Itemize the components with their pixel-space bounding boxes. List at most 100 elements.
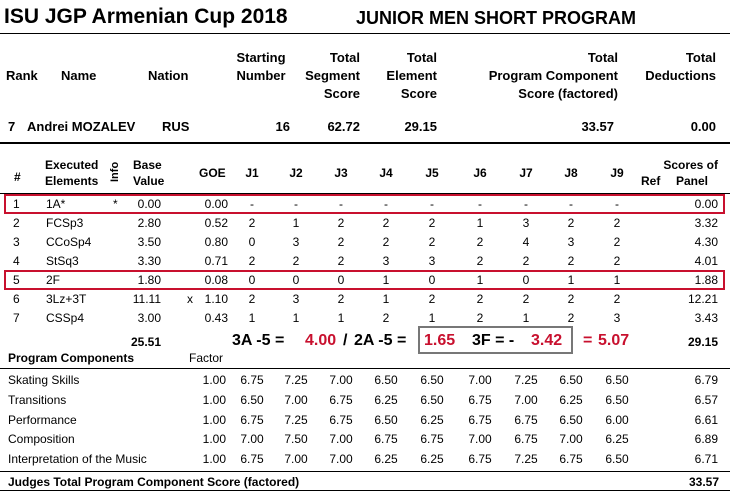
skater-name: Andrei MOZALEV: [27, 119, 136, 134]
component-factor: 1.00: [202, 412, 226, 427]
element-judge-9: -: [615, 197, 619, 211]
component-judge-9: 6.25: [605, 432, 629, 447]
header-pcs-1: Total: [587, 50, 618, 65]
component-judge-1: 7.00: [240, 432, 264, 447]
component-name: Skating Skills: [8, 373, 80, 387]
element-base-value: 3.30: [137, 254, 161, 268]
component-judge-2: 7.00: [284, 452, 308, 467]
header-num: #: [14, 170, 21, 184]
element-judge-9: 3: [613, 311, 621, 325]
element-goe: 0.00: [204, 197, 228, 211]
annotation-part1: 3A -5 =: [232, 332, 285, 349]
element-judge-7: 3: [522, 216, 530, 230]
component-name: Composition: [8, 432, 75, 447]
component-factor: 1.00: [202, 432, 226, 447]
component-panel-score: 6.61: [694, 412, 718, 427]
component-panel-score: 6.89: [694, 432, 718, 447]
element-judge-1: 2: [248, 254, 256, 268]
element-base-value: 11.11: [132, 292, 161, 306]
element-judge-9: 2: [613, 292, 621, 306]
header-judge-6: J6: [473, 166, 487, 180]
header-base-1: Base: [133, 158, 162, 172]
element-judge-3: 0: [337, 273, 345, 287]
annotation-box: [418, 326, 573, 354]
component-factor: 1.00: [202, 373, 226, 387]
component-judge-4: 6.25: [374, 452, 398, 467]
element-base-value: 3.00: [137, 311, 161, 325]
header-goe: GOE: [199, 166, 226, 180]
component-name: Transitions: [8, 392, 67, 407]
skater-tss: 62.72: [327, 119, 360, 134]
component-judge-8: 7.00: [559, 432, 583, 447]
element-judge-1: 0: [248, 273, 256, 287]
component-judge-5: 6.75: [420, 432, 444, 447]
element-judge-2: 1: [292, 311, 300, 325]
element-judge-4: 3: [382, 254, 390, 268]
component-judge-8: 6.75: [559, 452, 583, 467]
component-judge-9: 6.00: [605, 412, 629, 427]
element-judge-6: 1: [476, 273, 484, 287]
header-judge-7: J7: [519, 166, 533, 180]
element-panel-score: 3.43: [694, 311, 718, 325]
element-judge-2: 3: [292, 235, 300, 249]
header-executed-2: Elements: [45, 174, 99, 188]
component-judge-4: 6.75: [374, 432, 398, 447]
element-goe: 0.52: [204, 216, 228, 230]
element-judge-6: 1: [476, 216, 484, 230]
element-judge-5: 2: [428, 292, 436, 306]
component-judge-1: 6.75: [240, 373, 264, 387]
skater-starting-number: 16: [275, 119, 290, 134]
element-panel-score: 1.88: [694, 273, 718, 287]
element-number: 5: [13, 273, 20, 287]
element-judge-5: -: [430, 197, 434, 211]
element-bonus-mark: x: [187, 292, 193, 306]
element-judge-9: 2: [613, 216, 621, 230]
component-judge-3: 6.75: [329, 412, 353, 427]
element-judge-1: 2: [248, 292, 256, 306]
header-pcs-2: Program Component: [488, 68, 618, 83]
component-name: Interpretation of the Music: [8, 452, 147, 467]
annotation-value-3f: 3.42: [531, 332, 563, 349]
header-ded-1: Total: [685, 50, 716, 65]
element-judge-8: 3: [567, 235, 575, 249]
component-judge-8: 6.50: [559, 412, 583, 427]
element-judge-4: 2: [382, 311, 390, 325]
header-tss-3: Score: [323, 86, 360, 101]
component-panel-score: 6.57: [694, 392, 718, 407]
component-judge-9: 6.50: [605, 392, 629, 407]
element-name: 3Lz+3T: [46, 292, 87, 306]
judges-total-label: Judges Total Program Component Score (fa…: [8, 475, 300, 489]
element-judge-2: 2: [292, 254, 300, 268]
annotation-part2: 2A -5 =: [354, 332, 407, 349]
element-judge-6: 2: [476, 292, 484, 306]
component-judge-4: 6.50: [374, 412, 398, 427]
annotation-separator: /: [343, 332, 348, 349]
element-judge-5: 3: [428, 254, 436, 268]
skater-nation: RUS: [162, 119, 190, 134]
header-ref: Ref: [641, 174, 661, 188]
element-judge-7: 2: [522, 292, 530, 306]
header-tes-3: Score: [400, 86, 437, 101]
element-panel-score: 12.21: [687, 292, 718, 306]
component-judge-2: 7.00: [284, 392, 308, 407]
element-judge-8: 2: [567, 292, 575, 306]
header-executed-1: Executed: [45, 158, 99, 172]
element-info: *: [113, 197, 118, 211]
header-judge-4: J4: [379, 166, 393, 180]
element-name: FCSp3: [46, 216, 84, 230]
component-judge-6: 7.00: [468, 373, 492, 387]
element-judge-7: 1: [522, 311, 530, 325]
header-nation: Nation: [148, 68, 189, 83]
element-base-value: 2.80: [137, 216, 161, 230]
element-panel-score: 4.30: [694, 235, 718, 249]
element-judge-2: 3: [292, 292, 300, 306]
element-judge-4: 1: [382, 273, 390, 287]
component-panel-score: 6.71: [694, 452, 718, 467]
component-judge-4: 6.25: [374, 392, 398, 407]
skater-pcs: 33.57: [581, 119, 614, 134]
components-factor-header: Factor: [189, 351, 224, 365]
component-judge-2: 7.25: [284, 412, 308, 427]
judges-total-value: 33.57: [688, 475, 719, 489]
component-name: Performance: [8, 412, 77, 427]
component-judge-8: 6.25: [559, 392, 583, 407]
